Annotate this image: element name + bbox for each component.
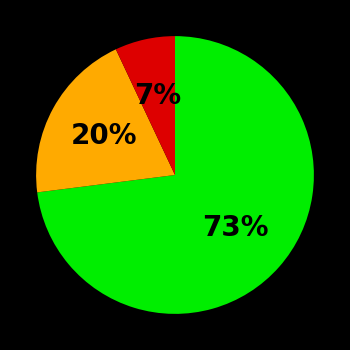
Text: 73%: 73% [202,214,269,242]
Wedge shape [36,49,175,192]
Wedge shape [116,36,175,175]
Text: 20%: 20% [71,122,138,150]
Wedge shape [37,36,314,314]
Text: 7%: 7% [134,82,181,110]
